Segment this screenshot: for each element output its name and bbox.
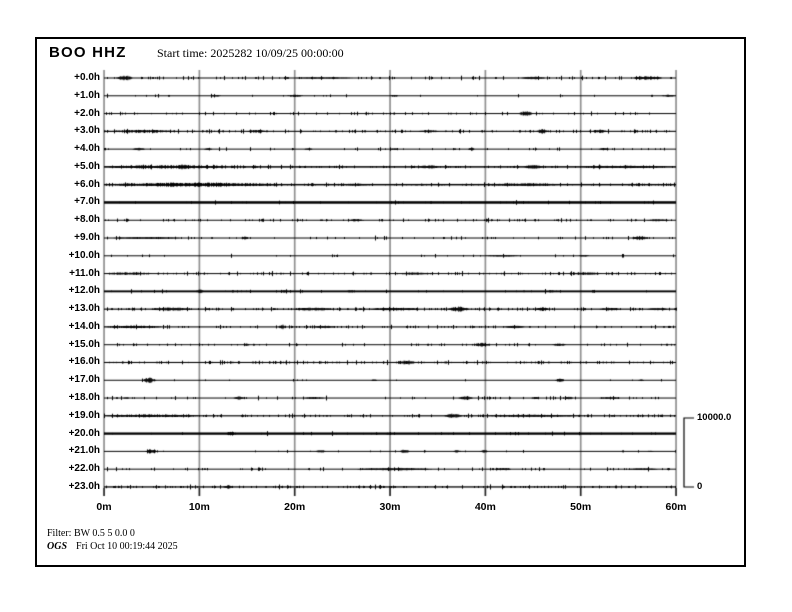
hour-label: +13.0h <box>68 303 100 315</box>
footer-line: OGS Fri Oct 10 00:19:44 2025 <box>47 541 178 552</box>
hour-label: +7.0h <box>74 196 100 208</box>
filter-label: Filter: BW 0.5 5 0.0 0 <box>47 528 135 539</box>
hour-label: +21.0h <box>68 445 100 457</box>
helicorder-canvas <box>35 37 746 567</box>
hour-label: +19.0h <box>68 409 100 421</box>
hour-label: +11.0h <box>69 267 100 279</box>
hour-label: +20.0h <box>68 427 100 439</box>
hour-label: +8.0h <box>74 214 100 226</box>
minute-tick-label: 20m <box>284 501 306 513</box>
minute-tick-label: 60m <box>665 501 687 513</box>
generated-timestamp: Fri Oct 10 00:19:44 2025 <box>76 541 178 552</box>
hour-label: +9.0h <box>74 232 100 244</box>
hour-label: +0.0h <box>74 72 100 83</box>
minute-tick-label: 0m <box>96 501 112 513</box>
hour-label: +22.0h <box>68 463 100 475</box>
hour-label: +6.0h <box>74 178 100 190</box>
hour-label: +23.0h <box>68 480 100 492</box>
start-time-label: Start time: 2025282 10/09/25 00:00:00 <box>157 46 344 60</box>
minute-tick-label: 30m <box>379 501 401 513</box>
hour-label: +3.0h <box>74 125 100 137</box>
hour-label: +12.0h <box>68 285 100 297</box>
hour-label: +15.0h <box>68 338 100 350</box>
minute-tick-label: 40m <box>474 501 496 513</box>
hour-label: +10.0h <box>68 249 100 261</box>
hour-label: +2.0h <box>74 107 100 119</box>
station-title: BOO HHZ <box>49 44 127 61</box>
minute-tick-label: 10m <box>188 501 210 513</box>
scale-bar-max-label: 10000.0 <box>697 412 732 423</box>
hour-label: +5.0h <box>74 160 100 172</box>
agency-label: OGS <box>47 541 68 552</box>
scale-bar-min-label: 0 <box>697 481 703 492</box>
hour-label: +18.0h <box>68 392 100 404</box>
hour-label: +4.0h <box>74 143 100 155</box>
hour-label: +14.0h <box>68 320 100 332</box>
hour-label: +16.0h <box>68 356 100 368</box>
hour-label: +17.0h <box>68 374 100 386</box>
hour-label: +1.0h <box>74 89 100 101</box>
minute-tick-label: 50m <box>570 501 592 513</box>
